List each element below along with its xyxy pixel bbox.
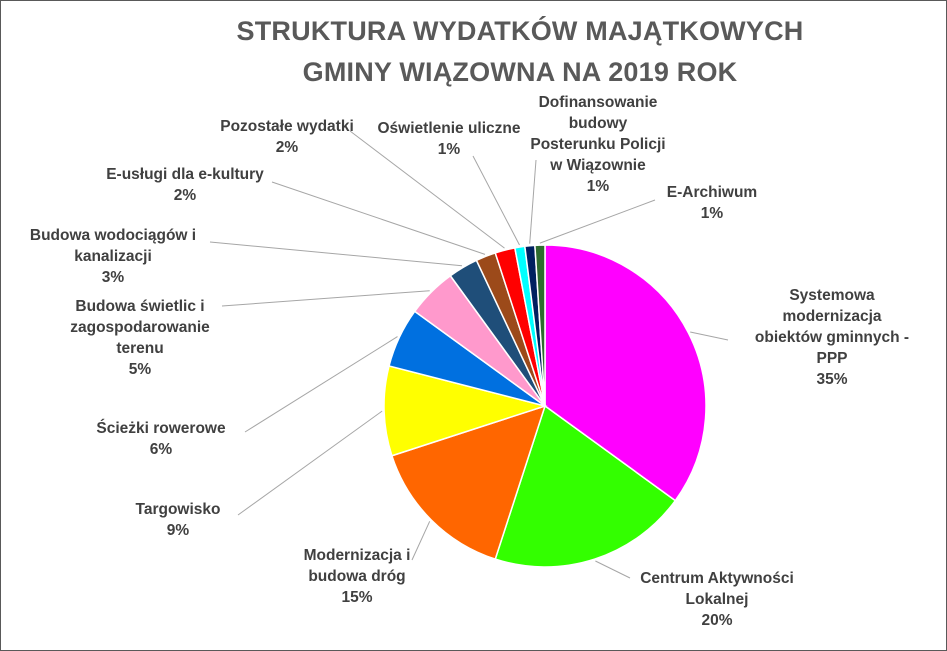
slice-category: E-usługi dla e-kultury <box>106 166 264 183</box>
slice-category: Targowisko <box>136 501 221 518</box>
chart-title-line2: GMINY WIĄZOWNA NA 2019 ROK <box>302 57 738 87</box>
slice-category: w Wiązownie <box>549 157 646 174</box>
leader-line <box>237 410 383 516</box>
slice-label: Ścieżki rowerowe 6% <box>96 419 226 458</box>
slice-label: Dofinansowanie budowy Posterunku Policji w … <box>530 94 665 195</box>
slice-percent: 5% <box>129 361 152 378</box>
slice-label: E-Archiwum 1% <box>667 184 757 222</box>
pie-slice <box>390 404 547 561</box>
slice-category: budowa dróg <box>308 568 405 585</box>
leader-line <box>244 336 398 433</box>
slice-percent: 6% <box>150 441 173 458</box>
slice-percent: 35% <box>816 371 847 388</box>
slice-category: Dofinansowanie <box>539 94 658 111</box>
slice-percent: 1% <box>438 141 461 158</box>
pie-slice <box>534 244 546 407</box>
chart-title-line1: STRUKTURA WYDATKÓW MAJĄTKOWYCH <box>236 16 804 46</box>
leader-line <box>595 560 631 579</box>
slice-label: E-usługi dla e-kultury 2% <box>106 166 264 204</box>
slice-label: Systemowa modernizacja obiektów gminnych -… <box>755 287 909 388</box>
slice-category: kanalizacji <box>74 248 152 265</box>
leader-line <box>209 241 463 267</box>
leader-line <box>349 130 505 249</box>
slice-percent: 15% <box>341 589 372 606</box>
slice-category: zagospodarowanie <box>70 319 210 336</box>
slice-category: Budowa wodociągów i <box>30 227 196 244</box>
slice-category: budowy <box>569 115 628 132</box>
slice-category: Lokalnej <box>686 591 749 608</box>
slice-percent: 1% <box>587 178 610 195</box>
leader-line <box>539 199 656 244</box>
pie-slice <box>544 244 707 502</box>
slice-percent: 2% <box>276 139 299 156</box>
slice-percent: 20% <box>701 612 732 629</box>
slice-category: Budowa świetlic i <box>75 298 204 315</box>
slice-label: Budowa świetlic i zagospodarowanie terenu 5… <box>70 298 210 378</box>
slice-category: Centrum Aktywności <box>640 570 794 587</box>
slice-category: Posterunku Policji <box>530 136 665 153</box>
slice-category: modernizacja <box>782 308 881 325</box>
slice-label: Budowa wodociągów i kanalizacji 3% <box>30 227 196 286</box>
slice-label: Oświetlenie uliczne 1% <box>378 120 521 158</box>
leader-line <box>690 331 729 341</box>
slice-category: Pozostałe wydatki <box>220 118 354 135</box>
slice-category: obiektów gminnych - <box>755 329 909 346</box>
slice-percent: 9% <box>167 522 190 539</box>
pie-slice <box>383 365 548 457</box>
slice-label: Modernizacja i budowa dróg 15% <box>304 547 411 606</box>
slice-category: E-Archiwum <box>667 184 757 201</box>
leader-line <box>411 521 431 561</box>
slice-label: Centrum Aktywności Lokalnej 20% <box>640 570 794 629</box>
slice-category: Systemowa <box>789 287 875 304</box>
slice-category: Oświetlenie uliczne <box>378 120 521 137</box>
slice-category: terenu <box>116 340 163 357</box>
slice-percent: 2% <box>174 187 197 204</box>
leader-line <box>472 155 520 246</box>
slice-category: Modernizacja i <box>304 547 411 564</box>
leader-line <box>271 181 486 255</box>
slice-category: PPP <box>816 350 847 367</box>
slice-percent: 3% <box>102 269 125 286</box>
slice-label: Pozostałe wydatki 2% <box>220 118 354 156</box>
slice-category: Ścieżki rowerowe <box>96 419 226 437</box>
leader-line <box>529 159 537 244</box>
slice-label: Targowisko 9% <box>136 501 221 539</box>
pie-slice <box>494 404 677 568</box>
slice-percent: 1% <box>701 205 724 222</box>
leader-line <box>221 290 430 307</box>
